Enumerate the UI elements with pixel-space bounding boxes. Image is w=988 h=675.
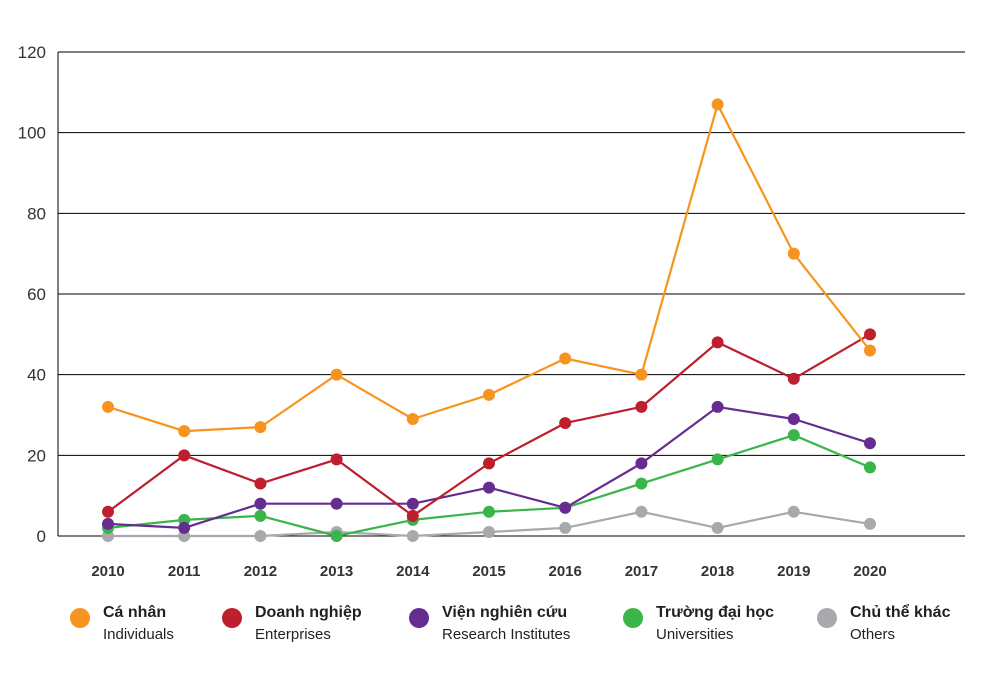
series-lines xyxy=(107,103,871,538)
series-line xyxy=(107,103,871,433)
data-point xyxy=(406,509,419,522)
y-tick-label: 120 xyxy=(18,43,46,62)
data-point xyxy=(254,477,267,490)
data-point xyxy=(254,421,267,434)
legend-label-en: Universities xyxy=(656,626,734,643)
x-tick-label: 2013 xyxy=(320,563,353,580)
y-tick-label: 40 xyxy=(27,366,46,385)
legend-marker-enterprises xyxy=(222,608,242,628)
data-point xyxy=(559,417,572,430)
x-tick-label: 2016 xyxy=(549,563,582,580)
data-point xyxy=(635,368,648,381)
data-point xyxy=(330,497,343,510)
data-point xyxy=(102,400,114,413)
legend-marker-others xyxy=(817,608,837,628)
data-point xyxy=(483,457,495,470)
data-point xyxy=(330,453,343,466)
data-point xyxy=(178,521,191,534)
data-point xyxy=(254,497,267,510)
data-point xyxy=(483,481,495,494)
y-tick-label: 0 xyxy=(37,527,46,546)
data-point xyxy=(635,457,648,470)
data-point xyxy=(787,429,800,442)
data-point xyxy=(711,336,724,349)
data-point xyxy=(635,477,648,490)
legend-marker-universities xyxy=(623,608,643,628)
x-tick-label: 2018 xyxy=(701,563,734,580)
legend: Cá nhân Individuals Doanh nghiệp Enterpr… xyxy=(0,602,988,662)
data-point xyxy=(711,400,724,413)
line-chart: 0 20 40 60 80 100 120 2010 2011 2012 2013 2014 2015… xyxy=(18,43,965,580)
data-point xyxy=(864,328,876,341)
data-point xyxy=(483,388,495,401)
legend-label-vi: Cá nhân xyxy=(103,604,167,621)
data-point xyxy=(864,461,876,474)
legend-label-vi: Trường đại học xyxy=(656,604,775,621)
legend-label-vi: Doanh nghiệp xyxy=(255,604,362,621)
data-point xyxy=(559,501,572,514)
data-point xyxy=(787,505,800,518)
x-tick-label: 2010 xyxy=(91,563,124,580)
data-point xyxy=(330,368,343,381)
data-point xyxy=(559,521,572,534)
y-tick-label: 20 xyxy=(27,446,46,465)
x-tick-label: 2019 xyxy=(777,563,810,580)
gridlines xyxy=(58,51,965,537)
data-point xyxy=(102,505,114,518)
x-tick-label: 2011 xyxy=(168,563,201,580)
legend-label-vi: Chủ thể khác xyxy=(850,604,951,621)
data-point xyxy=(102,517,114,530)
data-point xyxy=(864,517,876,530)
y-tick-labels: 0 20 40 60 80 100 120 xyxy=(18,43,46,546)
data-point xyxy=(635,505,648,518)
legend-item-others: Chủ thể khác Others xyxy=(817,602,950,646)
x-tick-label: 2012 xyxy=(244,563,277,580)
legend-item-enterprises: Doanh nghiệp Enterprises xyxy=(222,602,362,646)
data-point xyxy=(787,372,800,385)
legend-marker-individuals xyxy=(70,608,90,628)
x-tick-label: 2014 xyxy=(396,563,430,580)
y-tick-label: 100 xyxy=(18,124,46,143)
data-point xyxy=(178,425,191,438)
x-tick-label: 2017 xyxy=(625,563,658,580)
legend-label-vi: Viện nghiên cứu xyxy=(442,604,568,621)
data-point xyxy=(483,505,495,518)
data-point xyxy=(787,247,800,260)
data-point xyxy=(483,525,495,538)
data-point xyxy=(330,530,343,542)
legend-item-universities: Trường đại học Universities xyxy=(623,602,774,646)
data-point xyxy=(406,530,419,542)
x-tick-labels: 2010 2011 2012 2013 2014 2015 2016 2017 2018 2019… xyxy=(91,563,886,580)
data-point xyxy=(711,98,724,111)
legend-item-individuals: Cá nhân Individuals xyxy=(70,602,174,646)
legend-label-en: Individuals xyxy=(103,626,174,643)
data-point xyxy=(406,497,419,510)
legend-marker-research-institutes xyxy=(409,608,429,628)
legend-label-en: Enterprises xyxy=(255,626,331,643)
data-point xyxy=(559,352,572,365)
x-tick-label: 2020 xyxy=(853,563,886,580)
data-point xyxy=(406,413,419,426)
x-tick-label: 2015 xyxy=(472,563,505,580)
data-point xyxy=(254,509,267,522)
data-point xyxy=(254,530,267,542)
legend-item-research-institutes: Viện nghiên cứu Research Institutes xyxy=(409,602,570,646)
legend-label-en: Others xyxy=(850,626,896,643)
data-point xyxy=(711,453,724,466)
data-point xyxy=(178,449,191,462)
data-point xyxy=(864,344,876,357)
data-point xyxy=(787,413,800,426)
series-points xyxy=(102,98,876,542)
y-tick-label: 60 xyxy=(27,285,46,304)
y-tick-label: 80 xyxy=(27,204,46,223)
data-point xyxy=(635,400,648,413)
data-point xyxy=(711,521,724,534)
legend-label-en: Research Institutes xyxy=(442,626,571,643)
data-point xyxy=(864,437,876,450)
